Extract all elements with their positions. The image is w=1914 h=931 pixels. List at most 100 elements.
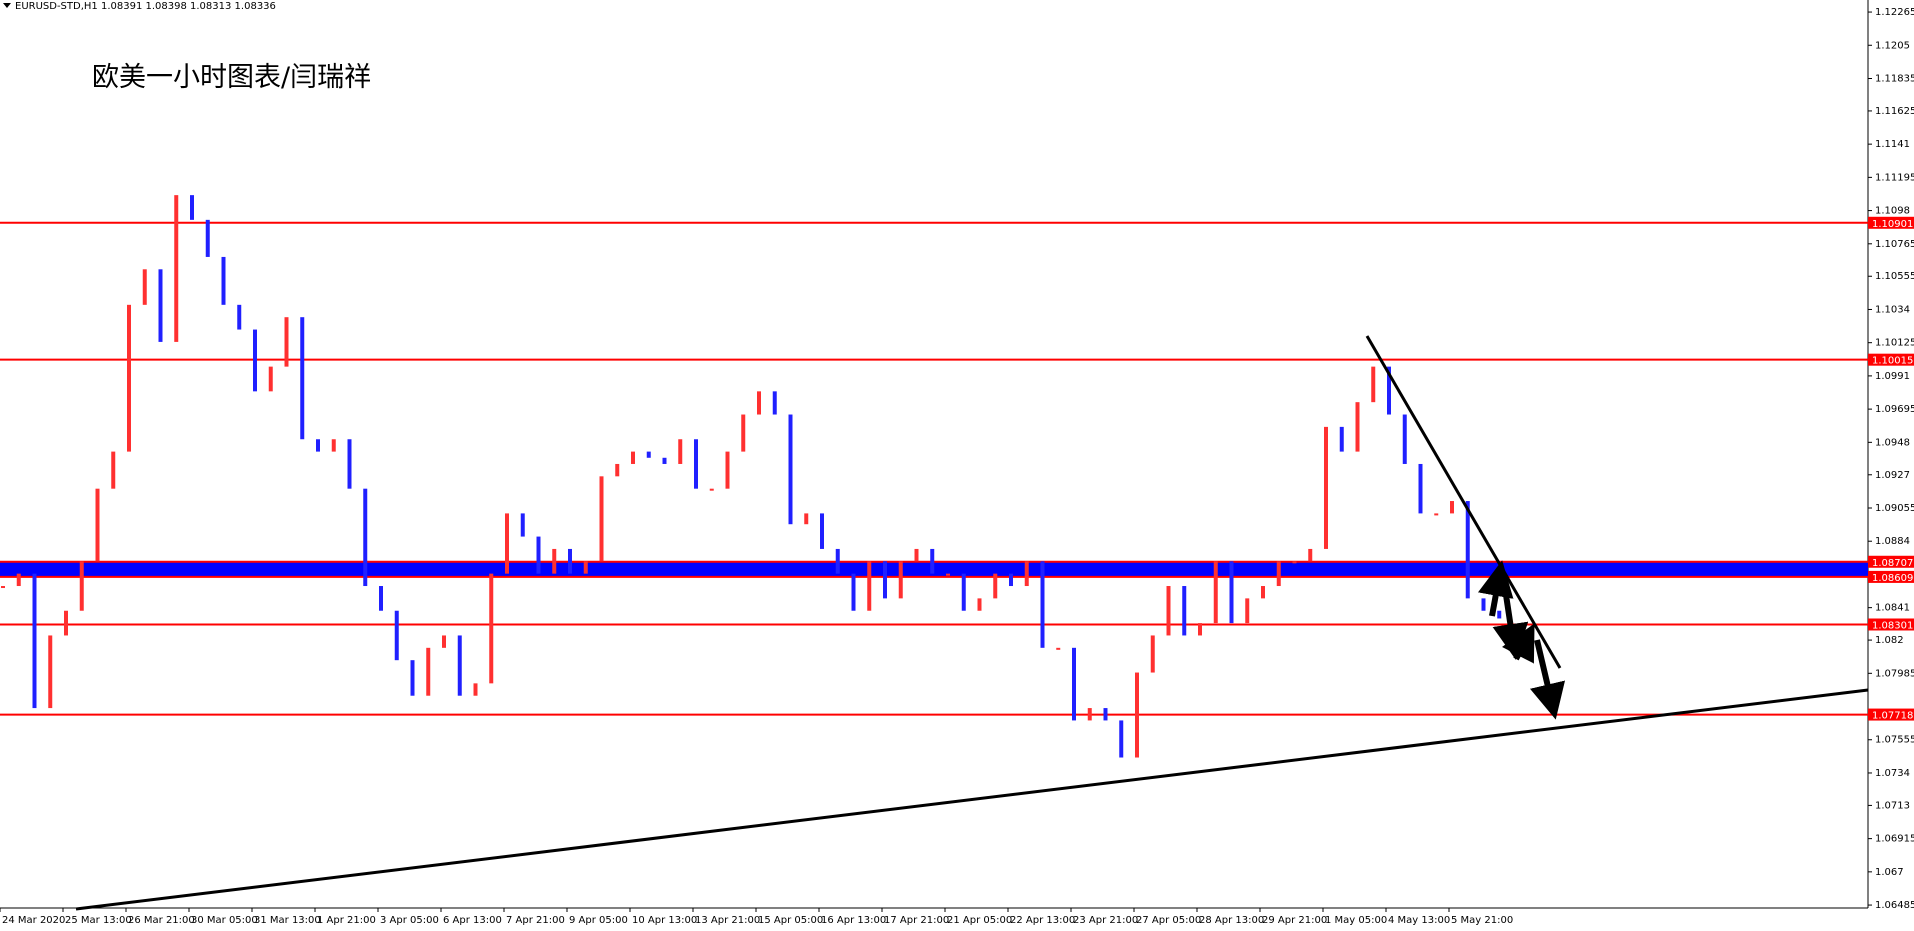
y-tick-label: 1.06485 xyxy=(1875,900,1914,911)
x-tick-label: 9 Apr 05:00 xyxy=(569,915,628,926)
bar xyxy=(1481,598,1486,611)
bar xyxy=(804,513,809,525)
x-tick-label: 21 Apr 05:00 xyxy=(947,915,1012,926)
x-tick-label: 26 Mar 21:00 xyxy=(128,915,195,926)
y-tick-label: 1.0991 xyxy=(1875,371,1910,382)
bar xyxy=(741,414,746,452)
y-tick-label: 1.07555 xyxy=(1875,735,1914,746)
bar xyxy=(1402,414,1407,464)
x-tick-label: 13 Apr 21:00 xyxy=(695,915,760,926)
x-tick-label: 22 Apr 13:00 xyxy=(1010,915,1075,926)
bar xyxy=(363,488,368,587)
y-tick-label: 1.09055 xyxy=(1875,503,1914,514)
bar xyxy=(48,635,53,709)
bar xyxy=(1040,561,1045,648)
y-tick-label: 1.07985 xyxy=(1875,668,1914,679)
bar xyxy=(772,391,777,415)
bar xyxy=(426,647,431,696)
bar xyxy=(1497,610,1502,619)
bar xyxy=(79,561,84,611)
bar xyxy=(662,457,667,464)
x-tick-label: 1 Apr 21:00 xyxy=(317,915,376,926)
bar xyxy=(457,635,462,696)
level-label-box xyxy=(1868,555,1914,568)
bar xyxy=(757,391,761,415)
bar xyxy=(1434,513,1439,516)
bar xyxy=(205,219,210,257)
bar xyxy=(1009,573,1013,587)
y-tick-label: 1.0713 xyxy=(1875,800,1910,811)
level-label-box xyxy=(1868,216,1914,229)
level-label: 1.10901 xyxy=(1872,219,1913,230)
bar xyxy=(394,610,399,661)
bar xyxy=(284,317,289,367)
y-tick-label: 1.0948 xyxy=(1875,437,1910,448)
x-tick-label: 27 Apr 05:00 xyxy=(1136,915,1201,926)
plot xyxy=(0,195,1868,758)
bar xyxy=(190,195,194,220)
bar xyxy=(1135,672,1139,758)
symbol-header: EURUSD-STD,H1 1.08391 1.08398 1.08313 1.… xyxy=(15,1,276,12)
y-tick-label: 1.1141 xyxy=(1875,139,1910,150)
bar xyxy=(709,488,714,491)
bar xyxy=(237,304,242,330)
x-tick-label: 30 Mar 05:00 xyxy=(191,915,258,926)
bar xyxy=(158,269,163,342)
x-tick-label: 6 Apr 13:00 xyxy=(443,915,502,926)
bar xyxy=(1198,623,1202,636)
bar xyxy=(646,451,651,458)
bar xyxy=(678,439,683,464)
bar xyxy=(95,488,100,562)
y-tick-label: 1.10555 xyxy=(1875,271,1914,282)
level-label: 1.07718 xyxy=(1872,711,1913,722)
bar xyxy=(1024,561,1029,587)
bar xyxy=(1418,463,1423,514)
bar xyxy=(883,561,887,599)
y-tick-label: 1.06915 xyxy=(1875,834,1914,845)
bar xyxy=(867,561,872,611)
bar xyxy=(32,573,37,709)
bar xyxy=(1229,561,1234,624)
y-tick-label: 1.10125 xyxy=(1875,338,1914,349)
bar xyxy=(174,195,179,342)
bar xyxy=(820,513,824,549)
bar xyxy=(1465,501,1470,599)
x-tick-label: 25 Mar 13:00 xyxy=(65,915,132,926)
y-tick-label: 1.11625 xyxy=(1875,106,1914,117)
bar xyxy=(1182,586,1187,636)
y-tick-label: 1.0841 xyxy=(1875,603,1910,614)
bar xyxy=(111,451,116,489)
bar xyxy=(489,573,494,684)
bar xyxy=(1355,402,1360,452)
x-tick-label: 16 Apr 13:00 xyxy=(821,915,886,926)
bar xyxy=(316,439,320,452)
level-label: 1.08609 xyxy=(1872,573,1913,584)
level-label: 1.10015 xyxy=(1872,356,1913,367)
menu-triangle[interactable] xyxy=(3,3,11,8)
x-tick-label: 7 Apr 21:00 xyxy=(506,915,565,926)
bar xyxy=(1371,366,1376,403)
x-tick-label: 31 Mar 13:00 xyxy=(254,915,321,926)
bar xyxy=(1056,647,1061,650)
bar xyxy=(1166,586,1171,636)
bar xyxy=(946,573,950,576)
bar xyxy=(568,548,572,574)
level-label-box xyxy=(1868,618,1914,631)
y-tick-label: 1.0884 xyxy=(1875,536,1910,547)
bar xyxy=(347,439,352,489)
bar xyxy=(694,439,698,489)
bar xyxy=(1072,647,1076,721)
arrow xyxy=(1477,560,1514,617)
bar xyxy=(961,573,966,611)
bar xyxy=(253,329,257,392)
bar xyxy=(379,586,383,611)
y-tick-label: 1.1098 xyxy=(1875,206,1910,217)
bar xyxy=(914,548,919,562)
arrow xyxy=(1501,623,1535,664)
x-tick-label: 1 May 05:00 xyxy=(1325,915,1387,926)
bar xyxy=(142,269,147,305)
x-tick-label: 23 Apr 21:00 xyxy=(1073,915,1138,926)
bar xyxy=(1245,598,1250,624)
bar xyxy=(473,683,478,696)
